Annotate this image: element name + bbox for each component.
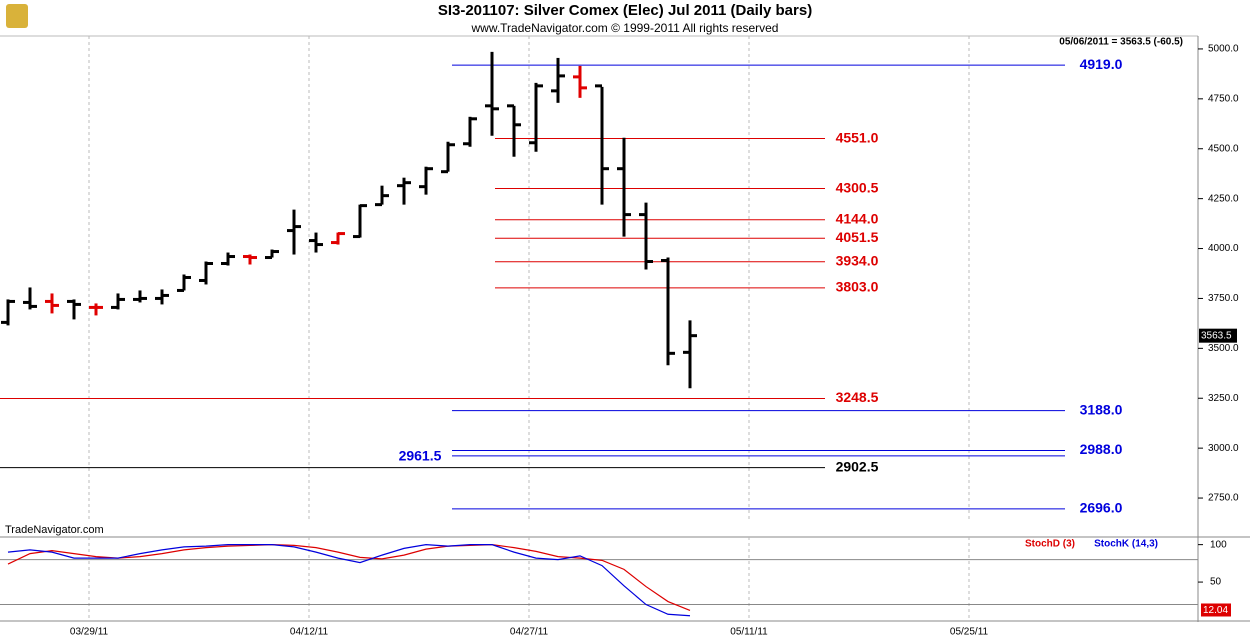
level-label: 3803.0 [836,279,879,295]
level-label: 4551.0 [836,129,879,145]
chart-subtitle: www.TradeNavigator.com © 1999-2011 All r… [471,21,779,35]
x-tick-label: 04/27/11 [510,627,549,638]
y-tick-label: 2750.0 [1208,493,1239,504]
x-tick-label: 04/12/11 [290,627,329,638]
level-label: 4300.5 [836,179,879,195]
level-label: 2902.5 [836,458,879,474]
watermark: TradeNavigator.com [5,524,104,536]
level-label: 2988.0 [1080,441,1123,457]
y-tick-label: 4250.0 [1208,193,1239,204]
y-tick-label: 4500.0 [1208,143,1239,154]
level-label: 2696.0 [1080,500,1123,516]
y-tick-label: 100 [1210,539,1227,550]
x-tick-label: 03/29/11 [70,627,109,638]
y-tick-label: 4000.0 [1208,243,1239,254]
logo [6,4,28,28]
y-tick-label: 3000.0 [1208,443,1239,454]
x-tick-label: 05/11/11 [730,627,768,638]
level-label: 3934.0 [836,252,879,268]
legend-entry: StochD (3) [1025,539,1075,550]
last-quote: 05/06/2011 = 3563.5 (-60.5) [1059,37,1183,48]
last-value-label: 12.04 [1203,605,1228,616]
chart-title: SI3-201107: Silver Comex (Elec) Jul 2011… [438,2,812,19]
y-tick-label: 3500.0 [1208,343,1239,354]
level-label: 3248.5 [836,389,879,405]
y-tick-label: 3750.0 [1208,293,1239,304]
y-tick-label: 5000.0 [1208,44,1239,55]
level-label: 3188.0 [1080,401,1123,417]
last-price-box [1199,328,1237,343]
legend-entry: StochK (14,3) [1094,539,1158,550]
level-label: 4051.5 [836,229,879,245]
last-value-box [1201,603,1231,617]
x-tick-label: 05/25/11 [950,627,989,638]
level-label: 4919.0 [1080,56,1123,72]
level-label: 2961.5 [399,448,442,464]
stoch-line [7,544,691,617]
y-tick-label: 3250.0 [1208,393,1239,404]
y-tick-label: 50 [1210,577,1222,588]
y-tick-label: 4750.0 [1208,93,1239,104]
level-label: 4144.0 [836,211,879,227]
last-price-label: 3563.5 [1201,330,1232,341]
